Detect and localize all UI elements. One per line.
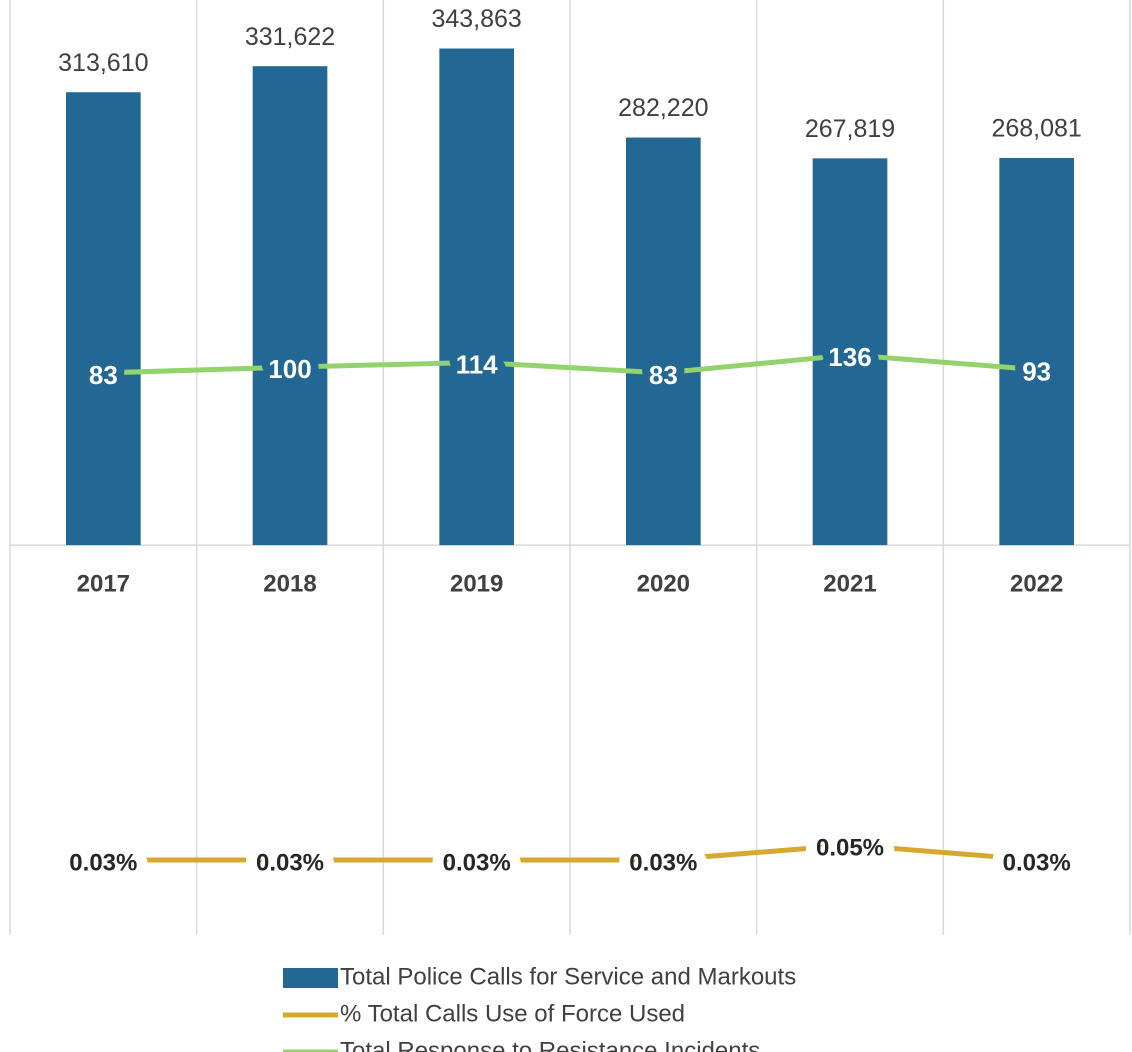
data-label: 83 [649,360,678,390]
line [103,842,1037,863]
data-label: 0.03% [256,849,324,876]
bar [252,66,328,546]
data-label: 268,081 [991,115,1081,143]
legend-label: Total Response to Resistance Incidents [340,1037,760,1052]
x-tick-label: 2018 [263,570,316,597]
data-label: 0.03% [69,849,137,876]
data-label: 0.03% [629,849,697,876]
data-label: 267,819 [805,115,895,143]
bar [439,48,514,546]
line [103,352,1037,376]
bar [999,157,1074,546]
data-label: 0.03% [1003,849,1071,876]
x-tick-label: 2022 [1010,570,1063,597]
bar [812,158,888,546]
x-tick-label: 2020 [637,570,690,597]
data-label: 313,610 [58,49,148,77]
data-label: 100 [268,354,311,384]
legend-label: % Total Calls Use of Force Used [340,1000,685,1027]
bar [66,92,141,546]
data-label: 343,863 [431,5,521,33]
legend-swatch [283,968,338,988]
data-label: 0.03% [443,849,511,876]
x-tick-label: 2019 [450,570,503,597]
x-tick-label: 2021 [823,570,876,597]
bar [626,137,701,546]
data-label: 83 [89,360,118,390]
data-label: 282,220 [618,94,708,122]
legend-label: Total Police Calls for Service and Marko… [340,963,796,990]
data-label: 114 [456,349,498,379]
data-label: 136 [828,342,871,372]
data-label: 0.05% [816,834,884,861]
x-tick-label: 2017 [77,570,130,597]
data-label: 93 [1022,356,1051,386]
data-label: 331,622 [245,23,335,51]
